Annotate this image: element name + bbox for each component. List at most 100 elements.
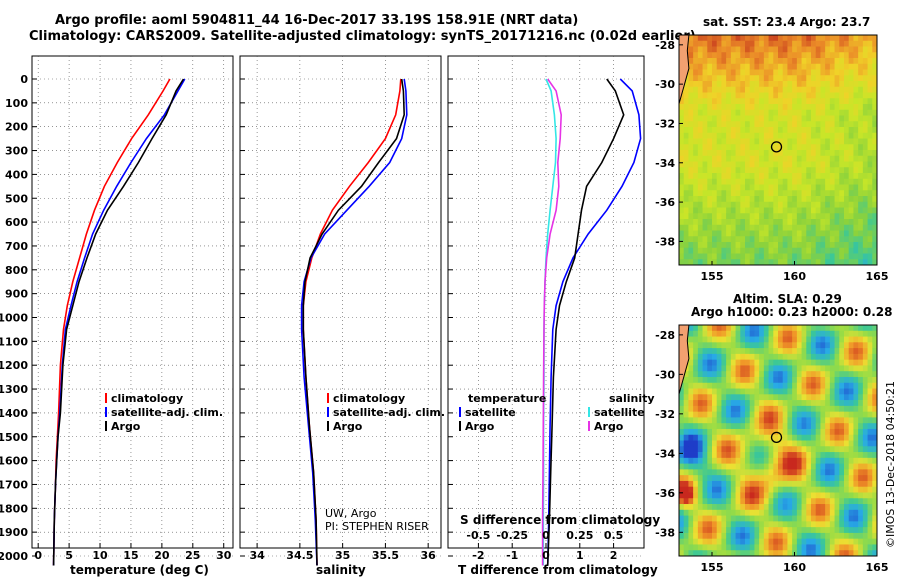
map-cell <box>726 348 732 355</box>
map-cell <box>697 98 703 105</box>
map-cell <box>721 475 727 482</box>
map-cell <box>716 428 722 436</box>
map-cell <box>787 201 793 208</box>
map-cell <box>858 127 864 134</box>
map-cell <box>745 236 751 243</box>
map-cell <box>782 173 788 180</box>
map-cell <box>858 353 864 361</box>
map-cell <box>811 242 817 249</box>
map-cell <box>867 376 873 384</box>
map-cell <box>806 196 812 203</box>
map-cell <box>679 242 685 249</box>
map-cell <box>872 35 878 42</box>
map-cell <box>858 196 864 203</box>
map-cell <box>839 498 845 505</box>
map-cell <box>683 201 689 208</box>
map-cell <box>839 109 845 116</box>
map-cell <box>815 382 821 389</box>
map-cell <box>811 81 817 88</box>
map-cell <box>683 115 689 122</box>
map-cell <box>754 446 760 453</box>
map-cell <box>716 40 722 47</box>
map-cell <box>679 394 685 401</box>
map-cell <box>872 365 878 372</box>
map-cell <box>716 144 722 151</box>
map-cell <box>740 498 746 505</box>
map-cell <box>702 515 708 522</box>
map-cell <box>853 434 859 441</box>
map-cell <box>787 521 793 528</box>
map-cell <box>702 469 708 476</box>
sal-legend-entry: climatology <box>333 392 405 405</box>
map-cell <box>712 259 718 266</box>
map-cell <box>702 92 708 99</box>
map-cell <box>693 242 699 249</box>
map-cell <box>872 86 878 93</box>
map-cell <box>796 394 802 401</box>
map-cell <box>778 104 784 111</box>
map-cell <box>773 382 779 389</box>
map-cell <box>773 35 779 42</box>
map-cell <box>844 348 850 355</box>
x-tick-label: 10 <box>92 549 108 562</box>
map-cell <box>782 236 788 243</box>
map-cell <box>707 365 713 372</box>
map-cell <box>726 144 732 151</box>
map-cell <box>858 150 864 157</box>
map-cell <box>801 247 807 254</box>
map-cell <box>726 417 732 424</box>
map-cell <box>749 428 755 436</box>
map-cell <box>839 521 845 528</box>
sst-map-title: sat. SST: 23.4 Argo: 23.7 <box>703 15 871 29</box>
map-cell <box>792 394 798 401</box>
map-cell <box>754 509 760 516</box>
map-cell <box>778 544 784 551</box>
map-cell <box>679 532 685 540</box>
map-cell <box>811 498 817 505</box>
map-cell <box>815 224 821 231</box>
map-cell <box>853 144 859 151</box>
map-cell <box>844 46 850 53</box>
map-cell <box>735 417 741 424</box>
map-cell <box>820 550 826 557</box>
map-cell <box>763 452 769 459</box>
map-cell <box>792 475 798 482</box>
map-cell <box>825 52 831 59</box>
map-cell <box>815 98 821 105</box>
map-cell <box>796 115 802 122</box>
map-cell <box>796 184 802 191</box>
map-cell <box>763 382 769 389</box>
argo-position-marker <box>770 141 783 153</box>
x-tick-label: 35.5 <box>372 549 399 562</box>
map-cell <box>796 259 802 266</box>
map-cell <box>712 457 718 465</box>
map-cell <box>688 527 694 534</box>
map-cell <box>820 132 826 139</box>
map-cell <box>858 348 864 355</box>
map-cell <box>754 457 760 465</box>
map-cell <box>702 348 708 355</box>
map-cell <box>759 336 765 343</box>
map-cell <box>872 434 878 441</box>
map-cell <box>867 342 873 349</box>
map-cell <box>844 446 850 453</box>
map-cell <box>872 144 878 151</box>
map-cell <box>702 121 708 128</box>
map-cell <box>872 371 878 378</box>
map-cell <box>683 544 689 551</box>
map-cell <box>815 173 821 180</box>
map-cell <box>702 330 708 337</box>
map-cell <box>768 190 774 197</box>
map-cell <box>834 92 840 99</box>
map-cell <box>834 550 840 557</box>
map-cell <box>726 405 732 413</box>
map-cell <box>712 236 718 243</box>
map-cell <box>834 480 840 488</box>
map-cell <box>773 242 779 249</box>
map-cell <box>853 109 859 116</box>
map-cell <box>782 155 788 162</box>
map-cell <box>844 242 850 249</box>
map-cell <box>754 550 760 557</box>
map-cell <box>749 253 755 260</box>
map-cell <box>872 504 878 511</box>
